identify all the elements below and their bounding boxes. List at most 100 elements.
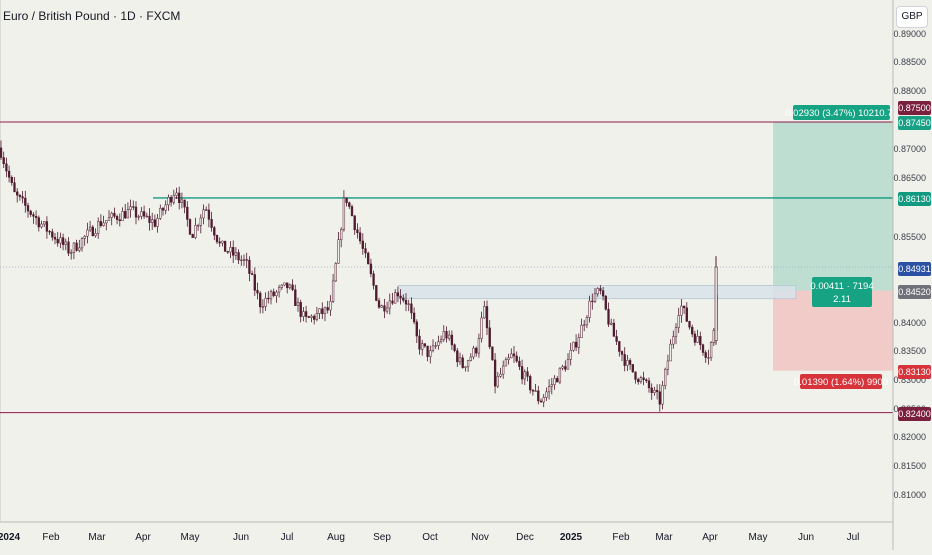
price-badge: 0.87450 [898,116,931,130]
price-badge: 0.83130 [898,365,931,379]
candle-body [99,221,103,226]
candle-body [142,211,146,217]
price-label: 0.89000 [893,29,926,39]
candle-body [310,315,313,318]
candle-body [685,307,688,322]
candle-body [232,247,235,256]
candle-body [377,300,381,308]
price-label: 0.87000 [893,144,926,154]
candle-body [13,182,16,193]
candle-body [194,225,197,238]
candle-body [78,247,81,251]
candle-body [280,284,283,288]
candle-body [423,343,427,347]
time-label-2025: 2025 [560,532,583,543]
candle-body [399,295,402,299]
candle-body [105,220,108,224]
candle-body [664,368,667,386]
candle-body [223,240,227,252]
candle-body [97,221,100,234]
candle-body [572,341,575,351]
candle-body [631,364,634,373]
candle-body [402,297,405,301]
candle-body [159,208,162,219]
candle-body [518,360,521,367]
candle-body [334,263,337,282]
candle-body [591,300,594,303]
candle-body [291,284,294,290]
price-axis: 0.89000 0.88500 0.88000 0.87000 0.86500 0.855… [892,0,932,550]
price-badge: 0.87500 [898,101,931,115]
candle-body [64,241,67,245]
candle-body [599,288,602,291]
candle-body [24,197,27,206]
candle-body [356,229,359,234]
candle-body [666,360,670,370]
candle-body [539,400,543,403]
candle-body [226,251,229,253]
price-label: 0.81500 [893,461,926,471]
candle-body [585,317,589,326]
time-label-jun: Jun [233,532,249,543]
candle-body [496,376,499,387]
candle-body [321,308,324,315]
candle-body [210,219,213,228]
candle-body [634,371,637,380]
candle-body [583,324,586,326]
candle-body [34,216,38,218]
candle-body [178,192,181,204]
candle-body [604,295,607,310]
candle-body [534,390,537,392]
candle-body [553,378,556,385]
candle-body [261,306,265,308]
candle-body [169,197,173,203]
candle-body [183,199,186,208]
candle-body [302,311,305,317]
candle-body [531,389,535,392]
time-label-feb: Feb [42,532,60,543]
ratio-line2: 2.11 [833,294,851,305]
candle-body [53,237,57,240]
candle-body [682,305,686,309]
candle-body [566,359,570,370]
price-label: 0.84000 [893,318,926,328]
candle-body [394,292,397,304]
price-label: 0.83500 [893,346,926,356]
symbol-title[interactable]: Euro / British Pound · 1D · FXCM [3,9,181,23]
candle-body [337,239,340,264]
candle-body [248,259,251,274]
candle-body [331,280,335,302]
candle-body [466,360,470,368]
currency-button[interactable]: GBP [896,6,928,28]
candle-body [620,351,624,355]
candle-body [240,259,243,261]
candle-body [372,273,375,286]
candle-body [488,327,491,348]
price-badge-text: 0.87500 [898,103,931,113]
candle-body [526,371,529,377]
candle-body [137,216,140,218]
candle-body [367,252,370,265]
candle-body [483,306,486,319]
candle-body [412,312,416,323]
candle-body [545,391,548,398]
candle-body [588,300,591,318]
candle-body [294,289,297,306]
candle-body [593,293,597,302]
candle-body [610,322,613,325]
candle-body [124,211,127,219]
candle-body [264,297,267,307]
candle-body [118,219,121,222]
candle-body [7,170,11,178]
price-label: 0.82000 [893,432,926,442]
time-label-2024: 2024 [0,532,21,543]
ratio-line1: 0.00411 · 7194 [810,281,873,292]
candle-body [202,209,205,219]
price-badge: 0.86130 [898,192,931,206]
candle-body [642,377,645,380]
candle-body [461,357,464,368]
candle-body [502,365,505,375]
time-label-jul: Jul [281,532,294,543]
candle-body [110,212,113,218]
